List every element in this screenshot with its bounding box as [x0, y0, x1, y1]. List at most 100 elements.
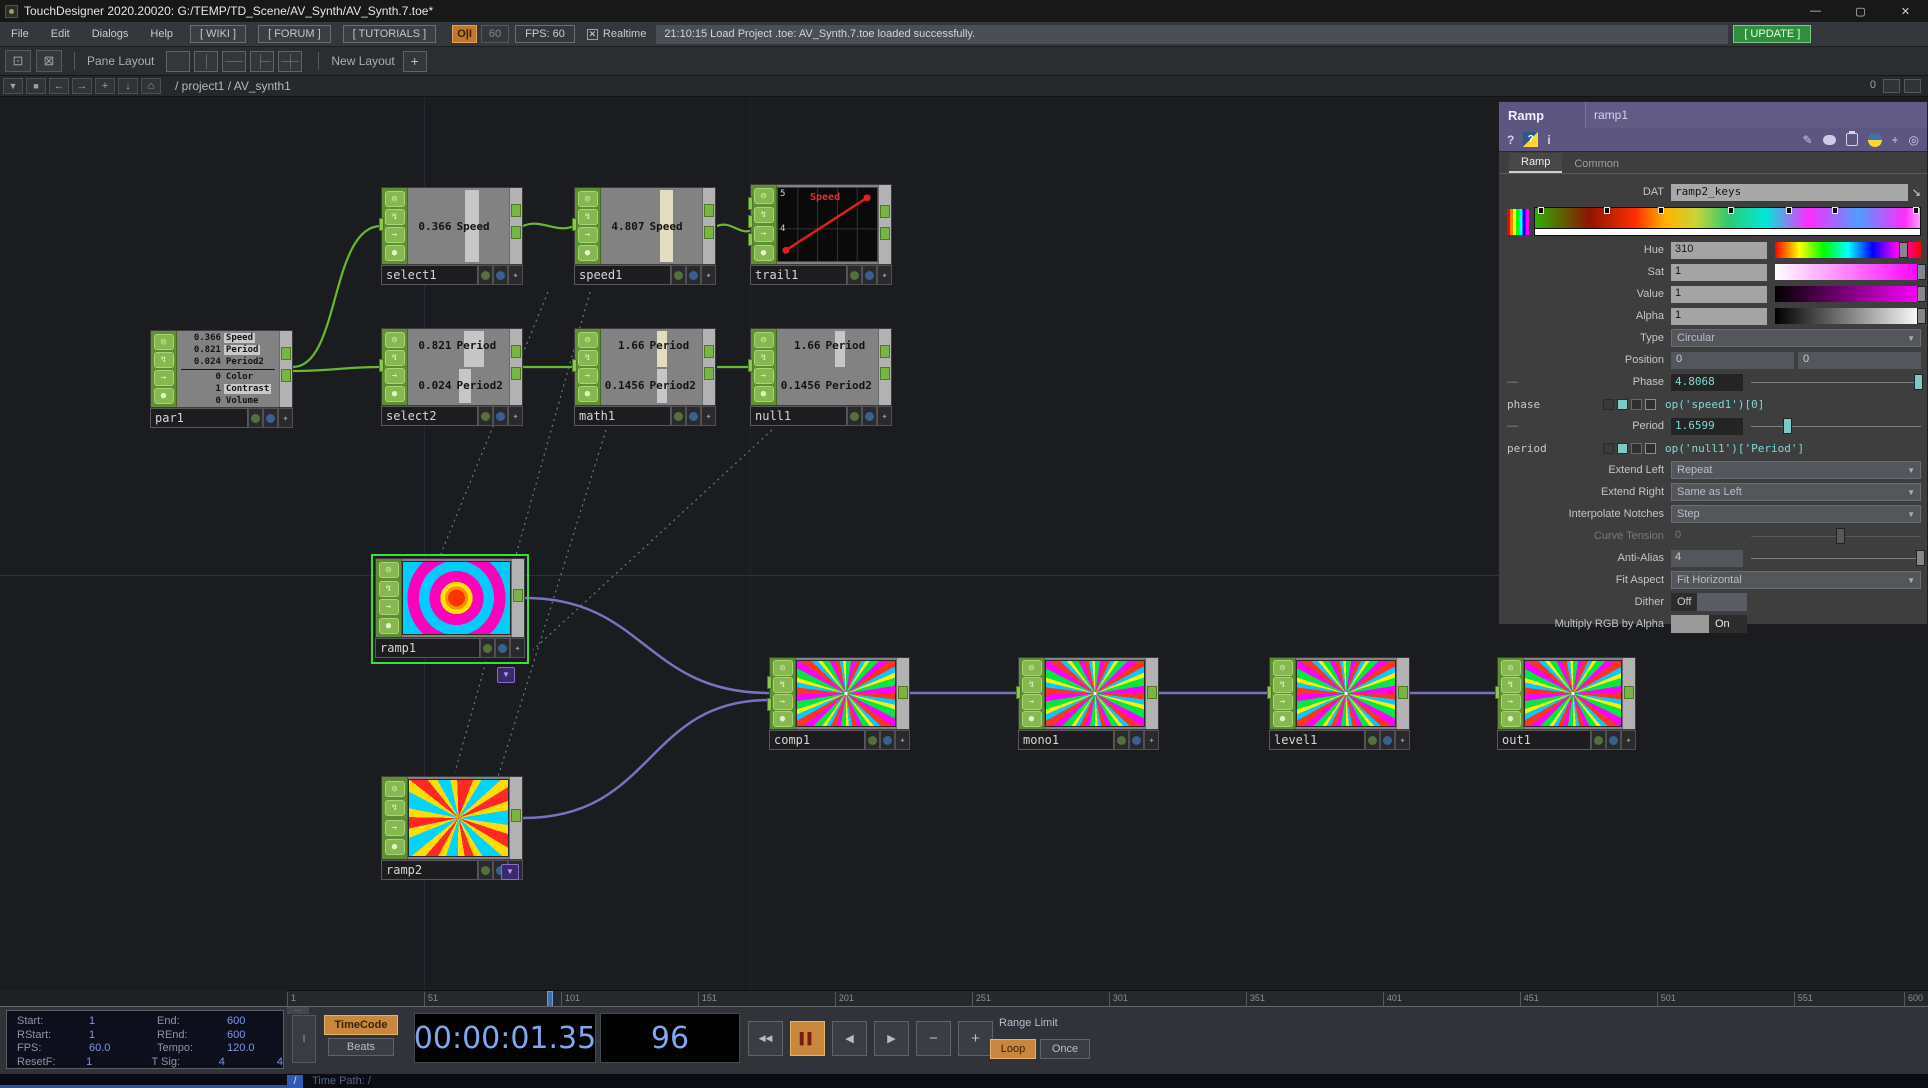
mode-constant-icon[interactable] [1603, 398, 1614, 410]
export-icon[interactable]: → [384, 368, 405, 384]
output-connector[interactable] [1624, 686, 1634, 699]
pane-view-button-2[interactable] [1904, 79, 1921, 93]
viewer-icon[interactable]: ◎ [384, 780, 405, 797]
output-connector[interactable] [880, 205, 890, 218]
input-connector[interactable] [572, 218, 577, 231]
rewind-button[interactable]: ◀◀ [748, 1021, 783, 1056]
input-connector[interactable] [1016, 686, 1021, 699]
clone-icon[interactable]: ↯ [384, 209, 405, 225]
mode-expression-icon[interactable] [1617, 398, 1628, 410]
render-flag[interactable] [686, 406, 701, 426]
viewer-flag[interactable] [847, 406, 862, 426]
render-flag[interactable] [880, 730, 895, 750]
render-flag[interactable] [263, 408, 278, 428]
pin-flag[interactable]: ✦ [1395, 730, 1410, 750]
viewer-flag[interactable] [671, 406, 686, 426]
extend-left-dropdown[interactable]: Repeat ▼ [1671, 461, 1921, 479]
input-connector[interactable] [767, 676, 772, 689]
viewer-flag[interactable] [248, 408, 263, 428]
export-icon[interactable]: → [1272, 693, 1293, 710]
ramp2-viewer-flag[interactable]: ▼ [501, 864, 519, 880]
home-icon[interactable]: ⌂ [141, 78, 161, 94]
ramp-key[interactable] [1913, 207, 1920, 214]
viewer-icon[interactable]: ◎ [753, 332, 774, 348]
maximize-button[interactable]: ▢ [1855, 5, 1866, 18]
output-connector[interactable] [511, 345, 521, 358]
viewer-flag[interactable] [847, 265, 862, 285]
ramp-key[interactable] [1537, 207, 1544, 214]
period-field[interactable]: 1.6599 [1671, 417, 1743, 435]
pause-button[interactable]: ▌▌ [790, 1021, 825, 1056]
render-flag[interactable] [1380, 730, 1395, 750]
lock-icon[interactable]: ● [753, 386, 774, 402]
input-connector[interactable] [748, 215, 753, 228]
tab-common[interactable]: Common [1574, 158, 1619, 170]
input-connector[interactable] [1267, 686, 1272, 699]
node-name[interactable]: trail1 [750, 265, 847, 285]
input-connector[interactable] [1495, 686, 1500, 699]
viewer-icon[interactable]: ◎ [577, 191, 598, 207]
beats-mode-button[interactable]: Beats [328, 1038, 394, 1056]
minimize-button[interactable]: — [1810, 5, 1821, 17]
add-parameter-icon[interactable]: + [1891, 132, 1899, 147]
layout-split-vertical-button[interactable] [194, 50, 219, 72]
viewer-icon[interactable]: ◎ [153, 334, 174, 350]
lock-icon[interactable]: ● [153, 388, 174, 404]
export-icon[interactable]: → [153, 370, 174, 386]
render-flag[interactable] [1129, 730, 1144, 750]
step-forward-button[interactable]: ▶ [874, 1021, 909, 1056]
hue-field[interactable]: 310 [1671, 241, 1767, 259]
node-name[interactable]: select2 [381, 406, 478, 426]
antialias-slider[interactable] [1751, 549, 1925, 567]
export-icon[interactable]: → [1021, 693, 1042, 710]
input-connector[interactable] [379, 359, 384, 372]
clone-icon[interactable]: ↯ [772, 677, 793, 694]
input-connector[interactable] [748, 233, 753, 246]
viewer-icon[interactable]: ◎ [753, 188, 774, 205]
midi-io-button[interactable]: O|I [452, 25, 477, 43]
output-connector[interactable] [880, 367, 890, 380]
viewer-icon[interactable]: ◎ [1500, 660, 1521, 677]
help-icon[interactable]: ? [1507, 132, 1515, 147]
drag-handle[interactable]: … [287, 1006, 309, 1014]
node-name[interactable]: mono1 [1018, 730, 1114, 750]
layout-single-button[interactable] [166, 50, 191, 72]
copy-parameters-icon[interactable] [1845, 131, 1858, 146]
render-flag[interactable] [862, 265, 877, 285]
menu-edit[interactable]: Edit [50, 28, 70, 40]
output-connector[interactable] [513, 589, 523, 602]
clone-icon[interactable]: ↯ [384, 800, 405, 817]
menu-help[interactable]: Help [150, 28, 174, 40]
pin-flag[interactable]: ✦ [701, 265, 716, 285]
info-icon[interactable]: i [1547, 132, 1551, 147]
menu-file[interactable]: File [11, 28, 29, 40]
clone-icon[interactable]: ↯ [577, 209, 598, 225]
loop-button[interactable]: Loop [990, 1039, 1036, 1059]
node-speed1[interactable]: ◎ ↯ → ● 4.807 Speed speed1 ✦ [572, 187, 716, 285]
pin-flag[interactable]: ✦ [895, 730, 910, 750]
output-connector[interactable] [880, 345, 890, 358]
ramp-key[interactable] [1785, 207, 1792, 214]
viewer-icon[interactable]: ◎ [384, 191, 405, 207]
breadcrumb[interactable]: / project1 / AV_synth1 [175, 79, 291, 93]
param-collapse-dash[interactable]: — [1507, 376, 1518, 388]
render-flag[interactable] [495, 638, 510, 658]
node-name[interactable]: speed1 [574, 265, 671, 285]
stop-icon[interactable]: ■ [26, 78, 46, 94]
python-help-icon[interactable]: ? [1523, 132, 1539, 147]
timeline-info-box[interactable]: Start: 1 End: 600 RStart: 1 REnd: 600 FPS: 60.0… [6, 1010, 284, 1069]
param-collapse-dash[interactable]: — [1507, 420, 1518, 432]
timecode-mode-button[interactable]: TimeCode [324, 1015, 398, 1035]
lock-icon[interactable]: ● [1272, 710, 1293, 727]
lock-icon[interactable]: ● [1021, 710, 1042, 727]
ramp-key[interactable] [1727, 207, 1734, 214]
range-minus-button[interactable]: − [916, 1021, 951, 1056]
sat-field[interactable]: 1 [1671, 263, 1767, 281]
lock-icon[interactable]: ● [577, 386, 598, 402]
pin-flag[interactable]: ✦ [877, 265, 892, 285]
input-connector[interactable] [748, 197, 753, 210]
input-connector[interactable] [379, 218, 384, 231]
tab-ramp[interactable]: Ramp [1509, 153, 1563, 173]
lock-icon[interactable]: ● [753, 244, 774, 261]
pane-menu-icon[interactable]: ▼ [3, 78, 23, 94]
